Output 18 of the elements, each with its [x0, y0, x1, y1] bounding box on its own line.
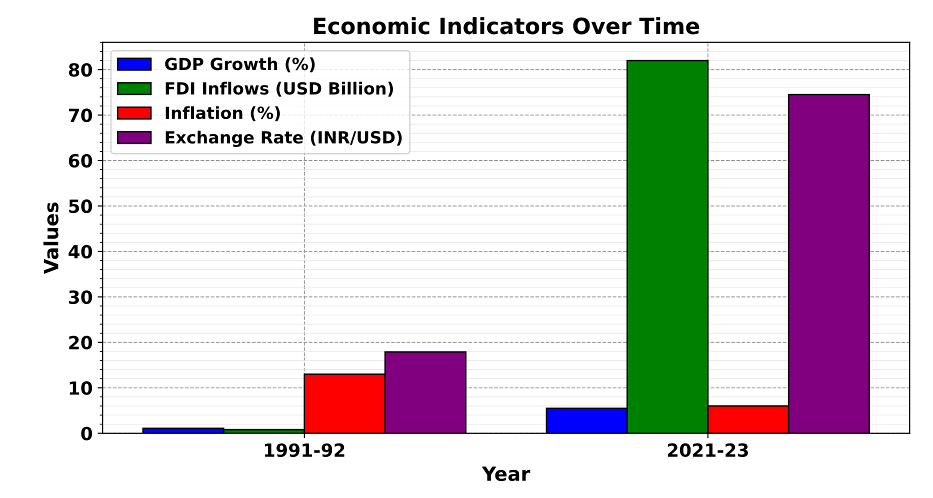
y-tick-label: 10 [70, 381, 92, 395]
x-tick-label: 1991-92 [264, 443, 344, 457]
legend-label: Inflation (%) [166, 106, 280, 122]
legend-label: Exchange Rate (INR/USD) [166, 130, 402, 147]
y-tick-label: 50 [69, 199, 92, 214]
y-tick-label: 70 [68, 108, 92, 122]
y-tick-label: 30 [68, 290, 92, 304]
legend-label: GDP Growth (%) [165, 57, 315, 72]
y-tick-label: 20 [69, 336, 92, 350]
y-tick-label: 60 [68, 154, 92, 168]
legend-label: FDI Inflows (USD Billion) [166, 82, 393, 97]
x-tick-label: 2021-23 [668, 443, 748, 457]
chart-title: Economic Indicators Over Time [314, 17, 700, 34]
y-axis-title: Values [43, 202, 58, 274]
y-tick-label: 80 [68, 63, 92, 77]
y-tick-label: 40 [68, 244, 92, 259]
x-axis-title: Year [482, 466, 530, 482]
y-tick-label: 0 [81, 426, 92, 440]
